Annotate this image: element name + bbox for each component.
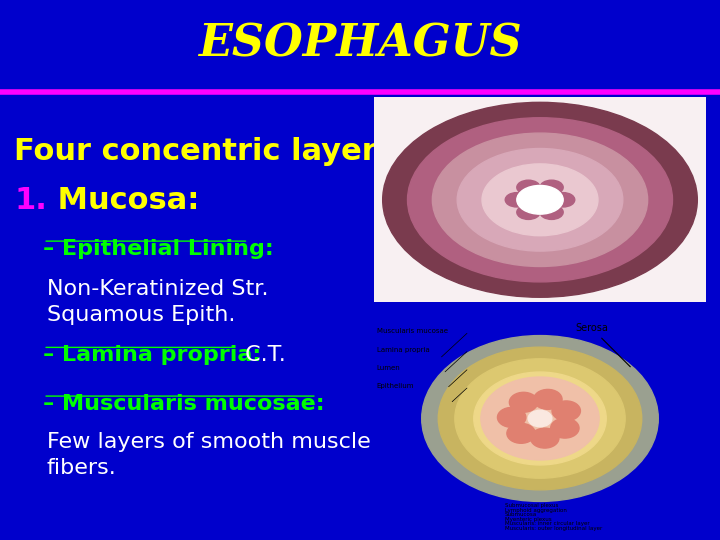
Text: Muscularis: inner circular layer: Muscularis: inner circular layer (505, 521, 589, 526)
Circle shape (474, 372, 606, 465)
Circle shape (509, 393, 538, 412)
Text: Lymphoid aggregation: Lymphoid aggregation (505, 508, 567, 512)
Circle shape (438, 347, 642, 490)
Circle shape (517, 185, 563, 214)
Circle shape (457, 148, 623, 251)
Circle shape (482, 164, 598, 235)
Text: Four concentric layers:: Four concentric layers: (14, 137, 408, 166)
Text: Serosa: Serosa (575, 323, 630, 367)
Circle shape (507, 423, 535, 443)
Text: Epithelium: Epithelium (377, 383, 414, 389)
Circle shape (531, 428, 559, 448)
Text: Lumen: Lumen (377, 365, 400, 371)
Circle shape (432, 133, 648, 267)
FancyBboxPatch shape (374, 97, 706, 302)
Text: Muscularis mucosae: Muscularis mucosae (377, 328, 448, 334)
Circle shape (534, 389, 562, 409)
Circle shape (481, 377, 599, 460)
Circle shape (540, 180, 563, 194)
Circle shape (422, 335, 658, 502)
Circle shape (455, 359, 625, 478)
Text: C.T.: C.T. (238, 345, 285, 365)
Circle shape (517, 205, 540, 219)
Circle shape (528, 410, 552, 427)
Text: Mucosa:: Mucosa: (47, 186, 199, 215)
Text: Muscularis: outer longitudinal layer: Muscularis: outer longitudinal layer (505, 526, 602, 531)
Circle shape (517, 180, 540, 194)
Circle shape (505, 193, 528, 207)
Circle shape (498, 408, 526, 427)
Text: – Epithelial Lining:: – Epithelial Lining: (43, 239, 274, 259)
Circle shape (408, 118, 672, 282)
Circle shape (540, 205, 563, 219)
Text: Lamina propria: Lamina propria (377, 347, 430, 353)
Text: – Muscularis mucosae:: – Muscularis mucosae: (43, 394, 325, 414)
Circle shape (383, 103, 697, 297)
Circle shape (551, 418, 579, 438)
Text: Submucosa: Submucosa (505, 512, 537, 517)
Text: Few layers of smooth muscle
fibers.: Few layers of smooth muscle fibers. (47, 431, 371, 478)
Text: Submucosal plexus: Submucosal plexus (505, 503, 558, 508)
Text: ESOPHAGUS: ESOPHAGUS (198, 22, 522, 65)
Text: 1.: 1. (14, 186, 48, 215)
Text: Myenteric plexus: Myenteric plexus (505, 517, 551, 522)
Text: Non-Keratinized Str.
Squamous Epith.: Non-Keratinized Str. Squamous Epith. (47, 279, 269, 325)
Circle shape (552, 193, 575, 207)
Text: – Lamina propria:: – Lamina propria: (43, 345, 261, 365)
Circle shape (552, 401, 580, 421)
